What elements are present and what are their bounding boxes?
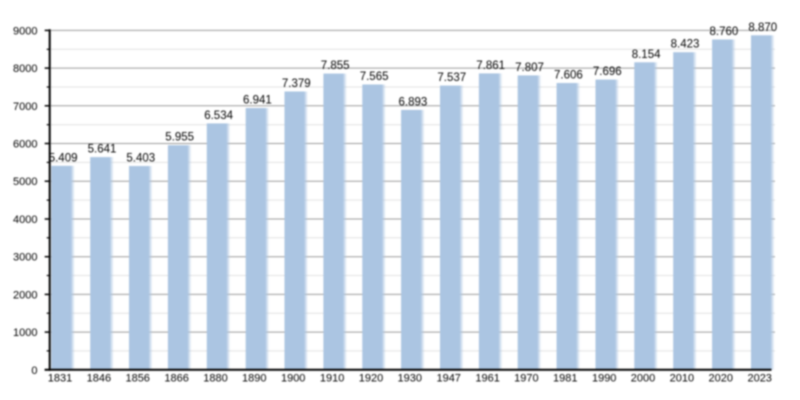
svg-text:5.641: 5.641 [88, 144, 117, 156]
svg-text:1947: 1947 [436, 373, 460, 385]
svg-text:1910: 1910 [320, 373, 344, 385]
svg-text:0: 0 [31, 365, 37, 377]
svg-text:1846: 1846 [87, 373, 111, 385]
svg-text:9000: 9000 [13, 25, 37, 37]
svg-text:8.423: 8.423 [671, 39, 700, 51]
svg-text:1900: 1900 [281, 373, 305, 385]
svg-text:7.855: 7.855 [321, 60, 350, 72]
svg-text:8.870: 8.870 [748, 22, 777, 34]
svg-text:7.379: 7.379 [282, 78, 311, 90]
svg-text:5.955: 5.955 [165, 132, 194, 144]
svg-text:2000: 2000 [13, 289, 37, 301]
svg-text:1920: 1920 [359, 373, 383, 385]
svg-text:1981: 1981 [553, 373, 577, 385]
svg-text:5000: 5000 [13, 176, 37, 188]
svg-text:7.537: 7.537 [437, 72, 466, 84]
svg-text:1961: 1961 [475, 373, 499, 385]
svg-text:5.403: 5.403 [126, 153, 155, 165]
svg-text:1890: 1890 [242, 373, 266, 385]
svg-text:2020: 2020 [709, 373, 733, 385]
svg-text:1000: 1000 [13, 327, 37, 339]
svg-text:6.534: 6.534 [204, 110, 233, 122]
svg-text:8000: 8000 [13, 63, 37, 75]
svg-text:7.861: 7.861 [476, 60, 505, 72]
svg-text:8.760: 8.760 [710, 26, 739, 38]
svg-text:7000: 7000 [13, 101, 37, 113]
svg-text:4000: 4000 [13, 214, 37, 226]
svg-text:8.154: 8.154 [632, 49, 661, 61]
svg-text:1880: 1880 [203, 373, 227, 385]
svg-text:1866: 1866 [164, 373, 188, 385]
svg-text:1970: 1970 [514, 373, 538, 385]
svg-text:7.606: 7.606 [554, 70, 583, 82]
svg-text:7.807: 7.807 [515, 62, 544, 74]
svg-text:1856: 1856 [125, 373, 149, 385]
svg-text:2023: 2023 [747, 373, 771, 385]
svg-text:6.893: 6.893 [399, 96, 428, 108]
svg-text:3000: 3000 [13, 252, 37, 264]
svg-text:2010: 2010 [670, 373, 694, 385]
svg-text:2000: 2000 [631, 373, 655, 385]
svg-text:1990: 1990 [592, 373, 616, 385]
svg-text:5.409: 5.409 [49, 152, 78, 164]
svg-text:6000: 6000 [13, 139, 37, 151]
svg-text:7.565: 7.565 [360, 71, 389, 83]
svg-text:1831: 1831 [48, 373, 72, 385]
svg-text:6.941: 6.941 [243, 95, 272, 107]
svg-text:1930: 1930 [398, 373, 422, 385]
svg-text:7.696: 7.696 [593, 66, 622, 78]
